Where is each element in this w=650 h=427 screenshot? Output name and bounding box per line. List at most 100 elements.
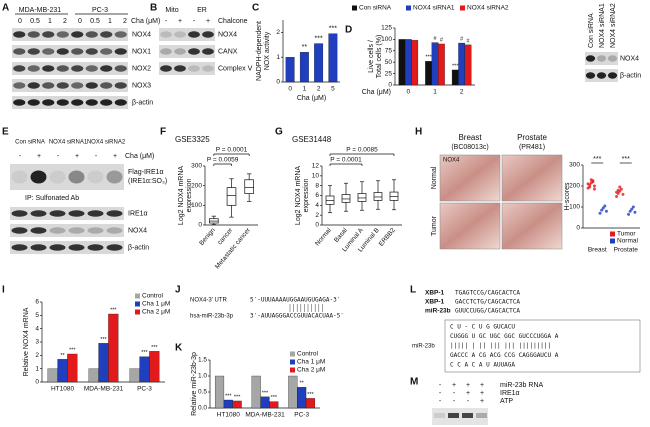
blot (12, 96, 128, 109)
x-tick-label: Metastatic cancer (214, 226, 253, 270)
panel-letter: K (175, 343, 183, 354)
hairpin-line: ||||| | || ||| ||| ||||||||| (450, 343, 551, 350)
band-label: Complex Ⅴ (218, 65, 253, 72)
legend-label: NOX4 siRNA1 (413, 5, 455, 12)
bar (404, 39, 412, 86)
sign: + (480, 390, 484, 397)
blot (159, 62, 215, 75)
sign: + (480, 382, 484, 389)
y-tick-label: 2 (276, 29, 280, 36)
bar (139, 356, 150, 383)
band (114, 99, 127, 106)
bar (57, 359, 68, 383)
significance: *** (151, 345, 158, 351)
y-axis-label: Log2 NOX4 mRNA (295, 166, 302, 225)
band (68, 227, 85, 234)
legend-label: Control (297, 351, 319, 358)
band (202, 48, 214, 55)
band (13, 65, 26, 72)
band (71, 65, 84, 72)
legend-label: NOX4 siRNA2 (467, 5, 509, 12)
band (30, 227, 47, 234)
lane-label: + (75, 153, 79, 160)
y-tick-label: 0 (388, 82, 392, 89)
row-label: miR-23b RNA (500, 382, 544, 389)
legend-label: Control (142, 293, 164, 300)
legend-label: Normal (617, 238, 639, 245)
lane-label: NOX4 siRNA1 (599, 3, 606, 48)
panel-letter: B (150, 3, 157, 14)
group-label: NOX4 siRNA2 (87, 140, 126, 146)
legend-swatch (135, 301, 140, 307)
lane-label: + (206, 18, 210, 25)
x-tick-label: Benign (198, 227, 217, 247)
band (188, 48, 200, 55)
band (11, 227, 28, 234)
panel-letter: A (2, 3, 9, 14)
lane-label: 2 (123, 18, 127, 25)
lane-label: Con siRNA (588, 13, 595, 48)
row-label: ATP (500, 398, 513, 405)
significance: *** (100, 337, 107, 343)
point (627, 212, 631, 216)
tissue-image (439, 202, 501, 250)
band (71, 82, 84, 89)
sign: - (453, 390, 456, 397)
bar (88, 368, 99, 383)
x-tick-label: PC-3 (294, 412, 309, 419)
band-label: CANX (218, 48, 238, 55)
significance: ** (302, 44, 308, 51)
point (592, 184, 596, 188)
band (174, 31, 186, 38)
lane-label: NOX4 siRNA2 (610, 3, 617, 48)
point (604, 209, 608, 213)
band (68, 170, 85, 184)
band (160, 65, 172, 72)
band (160, 48, 172, 55)
point (628, 209, 632, 213)
panel-letter: E (2, 127, 9, 138)
p-value: P = 0.0085 (346, 147, 378, 154)
bar (149, 351, 160, 383)
lane-label: - (19, 153, 22, 160)
sign: + (480, 398, 484, 405)
point (615, 190, 619, 194)
sequence: 3′-AUUAGGGACCGUUACACUAA-5′ (250, 313, 344, 320)
band (188, 65, 200, 72)
gel-band (476, 413, 487, 418)
significance: *** (452, 63, 459, 69)
band (85, 31, 98, 38)
bar (398, 39, 406, 86)
band (87, 227, 104, 234)
significance: *** (622, 156, 630, 163)
band (27, 48, 40, 55)
band (85, 48, 98, 55)
x-tick-label: Normal (314, 226, 333, 247)
band (27, 31, 40, 38)
bar (464, 44, 472, 86)
bar (438, 43, 445, 86)
y-axis-label: Total cells (%) (376, 35, 383, 79)
y-tick-label: 0 (576, 225, 580, 232)
sequence: GUUCCUGG/CAGCACTCA (455, 308, 520, 315)
band-label: NOX1 (132, 48, 151, 55)
bar (297, 387, 307, 409)
group-label: NOX4 siRNA1 (49, 140, 88, 146)
significance: *** (225, 393, 232, 399)
bar (411, 40, 419, 86)
lane-label: - (57, 153, 60, 160)
column-label: Prostate (517, 133, 547, 142)
band (106, 227, 123, 234)
bar (251, 375, 261, 409)
significance: *** (110, 307, 117, 313)
legend-label: Con siRNA (359, 5, 392, 12)
significance: # (440, 37, 444, 43)
band (202, 31, 214, 38)
x-tick-label: ERBB2 (378, 227, 397, 248)
y-tick-label: 6 (315, 192, 319, 199)
p-value: P = 0.0001 (216, 147, 248, 154)
significance: *** (425, 55, 432, 61)
group-label: Con siRNA (15, 140, 45, 146)
legend-swatch (406, 5, 411, 11)
treatment-label: Cha (μM) (131, 18, 160, 25)
